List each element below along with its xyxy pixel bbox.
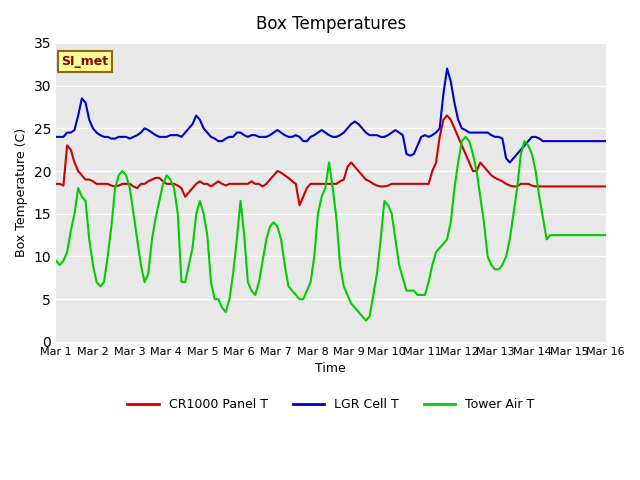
Tower Air T [270,219,278,225]
Tower Air T [365,313,373,319]
LGR Cell T [444,66,451,72]
LGR Cell T [506,160,514,166]
Title: Box Temperatures: Box Temperatures [256,15,406,33]
X-axis label: Time: Time [316,362,346,375]
Y-axis label: Box Temperature (C): Box Temperature (C) [15,128,28,257]
CR1000 Panel T [365,179,373,184]
LGR Cell T [52,134,60,140]
Tower Air T [340,284,348,289]
Line: LGR Cell T: LGR Cell T [56,69,605,163]
Tower Air T [513,185,521,191]
Text: SI_met: SI_met [61,55,109,68]
LGR Cell T [362,130,370,135]
LGR Cell T [270,130,278,135]
LGR Cell T [432,130,440,135]
CR1000 Panel T [436,134,444,140]
LGR Cell T [513,151,521,157]
LGR Cell T [233,130,241,135]
CR1000 Panel T [52,181,60,187]
CR1000 Panel T [344,164,351,169]
Line: CR1000 Panel T: CR1000 Panel T [56,116,605,205]
CR1000 Panel T [233,181,241,187]
CR1000 Panel T [296,203,303,208]
Tower Air T [461,134,469,140]
LGR Cell T [340,130,348,135]
Tower Air T [602,232,609,238]
Tower Air T [52,258,60,264]
CR1000 Panel T [602,183,609,189]
Legend: CR1000 Panel T, LGR Cell T, Tower Air T: CR1000 Panel T, LGR Cell T, Tower Air T [122,393,540,416]
Line: Tower Air T: Tower Air T [56,137,605,321]
CR1000 Panel T [513,183,521,189]
CR1000 Panel T [444,113,451,119]
Tower Air T [436,245,444,251]
Tower Air T [233,237,241,242]
Tower Air T [362,318,370,324]
CR1000 Panel T [270,172,278,178]
LGR Cell T [602,138,609,144]
